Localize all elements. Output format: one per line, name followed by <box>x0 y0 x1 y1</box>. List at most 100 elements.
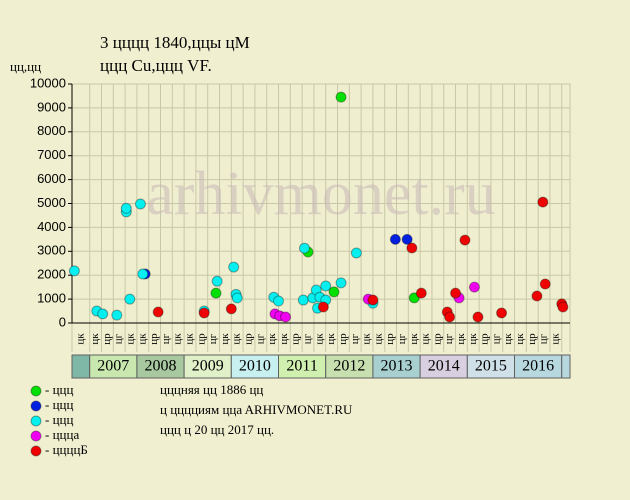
year-label: 2014 <box>428 358 460 375</box>
legend-label: - ццц <box>45 412 73 427</box>
data-point <box>367 294 379 306</box>
column-label: цг <box>113 333 125 344</box>
data-point <box>297 294 309 306</box>
column-label: цр <box>384 333 396 345</box>
legend-marker <box>30 400 42 412</box>
column-label: цк <box>136 333 148 345</box>
column-label: цг <box>160 333 172 344</box>
data-point <box>450 287 462 299</box>
year-label: 2010 <box>239 358 271 375</box>
watermark: arhivmonet.ru <box>146 160 496 228</box>
y-tick-label: 9000 <box>37 99 66 114</box>
year-label: 2011 <box>286 358 317 375</box>
year-cell-last <box>561 354 571 379</box>
year-label: 2015 <box>475 358 507 375</box>
data-point <box>415 287 427 299</box>
column-label: цг <box>538 333 550 344</box>
column-label: цр <box>479 333 491 345</box>
column-label: цк <box>172 333 184 345</box>
column-label: цр <box>431 333 443 345</box>
data-point <box>111 309 123 321</box>
data-point <box>231 292 243 304</box>
column-label: цк <box>455 333 467 345</box>
y-tick-label: 1000 <box>37 291 66 306</box>
year-label: 2016 <box>522 358 554 375</box>
column-label: цк <box>89 333 101 345</box>
column-label: цг <box>254 333 266 344</box>
data-point <box>210 287 222 299</box>
data-point <box>539 278 551 290</box>
data-point <box>198 307 210 319</box>
data-point <box>472 311 484 323</box>
data-point <box>124 293 136 305</box>
column-label: цк <box>219 333 231 345</box>
column-label: цк <box>231 333 243 345</box>
column-label: цр <box>101 333 113 345</box>
year-cell-first <box>71 354 91 379</box>
y-axis-label: цц,цц <box>10 59 41 74</box>
data-point <box>557 301 569 313</box>
data-point <box>531 290 543 302</box>
legend-marker <box>30 415 42 427</box>
y-tick-label: 0 <box>59 314 66 329</box>
column-label: цк <box>549 333 561 345</box>
column-label: цк <box>266 333 278 345</box>
y-tick-label: 10000 <box>30 75 66 90</box>
legend-label: - цццa <box>45 427 79 442</box>
legend-marker <box>30 445 42 457</box>
column-label: цк <box>467 333 479 345</box>
note: ццц ц 20 цц 2017 цц. <box>160 422 274 437</box>
y-tick-label: 6000 <box>37 171 66 186</box>
column-label: цк <box>420 333 432 345</box>
data-point <box>273 295 285 307</box>
chart-title: 3 цццц 1840,ццы цМ <box>100 33 250 52</box>
data-point <box>134 198 146 210</box>
year-label: 2009 <box>192 358 224 375</box>
data-point <box>350 247 362 259</box>
y-tick-label: 8000 <box>37 123 66 138</box>
year-label: 2013 <box>381 358 413 375</box>
column-label: цк <box>361 333 373 345</box>
data-point <box>68 265 80 277</box>
column-label: цр <box>526 333 538 345</box>
data-point <box>328 286 340 298</box>
column-label: цк <box>125 333 137 345</box>
data-point <box>406 242 418 254</box>
column-label: цр <box>337 333 349 345</box>
data-point <box>228 261 240 273</box>
column-label: цг <box>207 333 219 344</box>
data-point <box>496 307 508 319</box>
legend-marker <box>30 385 42 397</box>
y-tick-label: 3000 <box>37 243 66 258</box>
data-point <box>335 91 347 103</box>
column-label: цг <box>349 333 361 344</box>
column-label: цк <box>502 333 514 345</box>
column-label: цг <box>490 333 502 344</box>
data-point <box>401 233 413 245</box>
legend-label: - ццц <box>45 382 73 397</box>
column-label: цк <box>408 333 420 345</box>
data-point <box>211 275 223 287</box>
column-label: цг <box>443 333 455 344</box>
data-point <box>120 202 132 214</box>
note: ц цццциям ццa ARHIVMONET.RU <box>160 402 353 417</box>
data-point <box>320 280 332 292</box>
legend-label: - ццццБ <box>45 442 88 457</box>
data-point <box>468 281 480 293</box>
data-point <box>537 196 549 208</box>
column-label: цр <box>290 333 302 345</box>
column-label: цг <box>302 333 314 344</box>
y-tick-label: 5000 <box>37 195 66 210</box>
legend-marker <box>30 430 42 442</box>
data-point <box>317 301 329 313</box>
data-point <box>444 311 456 323</box>
column-label: цк <box>372 333 384 345</box>
column-label: цк <box>313 333 325 345</box>
data-point <box>152 306 164 318</box>
column-label: цк <box>74 333 86 345</box>
data-point <box>137 268 149 280</box>
year-label: 2008 <box>145 358 177 375</box>
data-point <box>459 234 471 246</box>
chart-subtitle: ццц Cu,ццц VF. <box>100 56 212 75</box>
y-tick-label: 4000 <box>37 219 66 234</box>
